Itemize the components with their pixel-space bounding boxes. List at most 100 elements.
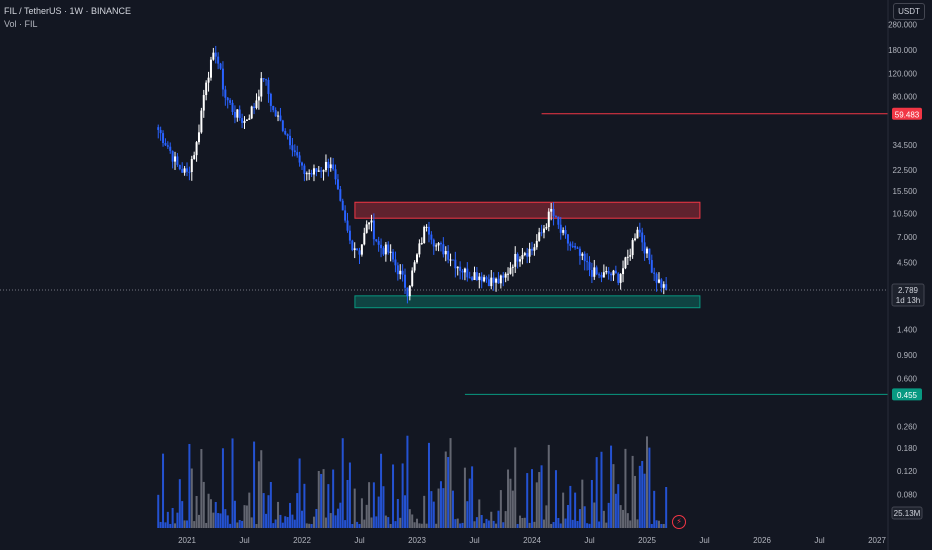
volume-bar [308,523,311,528]
volume-bar [427,442,430,528]
volume-bar [281,522,284,528]
volume-bar [195,495,198,528]
volume-bar [439,481,442,528]
candle-body [360,244,363,255]
candle-body [384,244,387,255]
candle-body [298,155,301,163]
volume-bar [643,473,646,528]
y-tick-label: 0.180 [897,444,918,453]
volume-bar [413,522,416,528]
volume-bar [646,436,648,528]
candle-body [607,271,610,274]
volume-bar [248,492,251,528]
volume-layer [157,435,668,528]
volume-bar [437,488,440,528]
volume-bar [181,501,184,528]
candle-body [389,251,392,253]
candle-body [406,287,409,297]
candle-body [221,68,224,90]
level-tag [892,107,922,120]
volume-bar [231,438,234,528]
candle-body [279,115,282,121]
candle-body [370,220,373,223]
volume-bar [497,510,500,528]
candle-body [387,244,390,253]
candle-body [281,120,284,131]
candle-body [317,170,320,172]
candle-body [665,284,668,290]
currency-button[interactable]: USDT [893,3,925,20]
candle-body [590,269,593,277]
volume-bar [162,453,165,528]
candle-body [363,232,366,245]
y-tick-label: 0.260 [897,423,918,432]
candle-body [504,273,507,278]
volume-bar [253,441,256,528]
candle-body [219,63,222,69]
volume-bar [320,473,323,528]
volume-bar [389,523,392,528]
volume-bar [277,501,280,528]
volume-bar [607,502,610,528]
candle-body [413,262,416,271]
y-tick-label: 0.900 [897,351,918,360]
candle-body [550,208,553,212]
candle-body [463,268,466,273]
candle-body [200,110,203,133]
volume-bar [478,499,481,528]
volume-bar [262,493,265,528]
y-tick-label: 120.000 [888,69,917,78]
candle-body [418,243,421,255]
candle-body [166,145,169,147]
volume-bar [502,522,505,528]
candle-body [612,270,615,276]
candle-body [392,251,395,260]
volume-bar [636,519,639,528]
candle-body [487,279,490,287]
candle-body [447,250,450,260]
candle-body [209,59,212,78]
candle-body [245,119,248,121]
volume-bar [418,523,421,528]
lightning-icon[interactable]: ⚡ [672,515,686,529]
volume-bar [372,482,375,528]
candle-body [610,273,613,276]
candle-body [485,277,488,280]
volume-bar [473,521,476,528]
candle-body [626,256,629,258]
volume-bar [598,521,601,528]
volume-bar [538,472,541,528]
candle-body [593,267,596,277]
volume-bar [339,502,342,528]
volume-bar [542,519,545,528]
volume-bar [564,518,567,528]
volume-bar [475,517,478,528]
candle-body [643,242,646,254]
candle-body [538,232,541,241]
candle-body [648,248,651,261]
volume-bar [224,509,227,528]
level-tag-label: 0.455 [897,391,918,400]
volume-bar [226,515,229,528]
volume-bar [624,448,627,528]
y-tick-label: 4.500 [897,258,918,267]
volume-bar [212,512,215,528]
candle-body [377,241,380,245]
volume-bar [574,492,577,528]
volume-bar [219,513,222,528]
volume-bar [660,523,663,528]
candle-body [423,226,426,243]
candle-body [646,248,648,254]
volume-bar [370,517,373,528]
candle-body [260,78,263,97]
x-tick-label: Jul [699,536,709,545]
candle-body [650,260,653,273]
candle-body [439,243,442,245]
volume-bar [468,478,471,528]
volume-bar [183,520,186,528]
candle-body [353,248,356,251]
volume-bar [423,495,426,528]
y-tick-label: 10.500 [893,210,918,219]
volume-bar [552,521,555,528]
